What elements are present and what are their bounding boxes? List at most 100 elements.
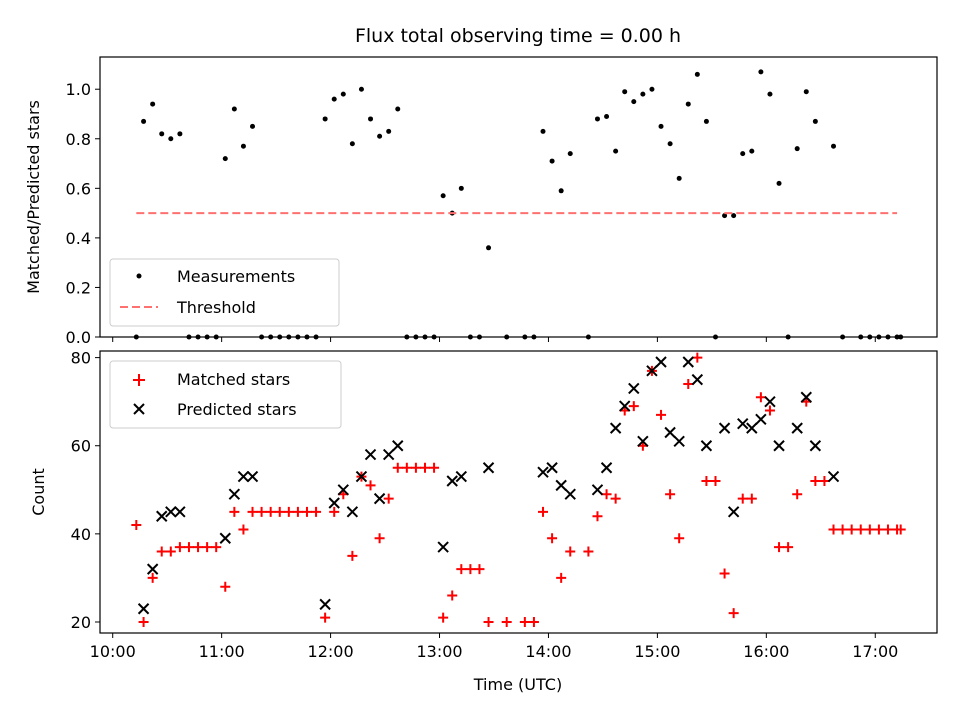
matched-stars-point — [755, 392, 766, 403]
top-y-tick-label: 0.4 — [66, 229, 91, 248]
measurements-point — [540, 128, 546, 134]
predicted-stars-point — [156, 510, 168, 522]
matched-stars-point — [292, 506, 303, 517]
matched-stars-point — [265, 506, 276, 517]
matched-stars-point — [719, 568, 730, 579]
predicted-stars-point — [737, 417, 749, 430]
x-axis-label: Time (UTC) — [473, 675, 562, 694]
measurements-point — [368, 116, 374, 122]
measurements-point — [558, 188, 564, 194]
matched-stars-point — [864, 524, 875, 535]
predicted-stars-point — [655, 356, 667, 368]
predicted-stars-point — [364, 448, 377, 461]
top-y-tick-label: 0.8 — [66, 130, 91, 149]
predicted-stars-point — [137, 603, 150, 615]
bottom-x-tick-label: 16:00 — [743, 642, 789, 661]
matched-stars-point — [846, 524, 857, 535]
top-x-ticks — [112, 337, 876, 342]
measurements-point — [159, 131, 165, 137]
measurements-point — [486, 245, 492, 251]
matched-stars-point — [783, 542, 794, 553]
predicted-stars-point — [355, 470, 368, 483]
matched-stars-point — [810, 475, 821, 486]
predicted-stars-point — [455, 470, 468, 483]
matched-stars-point — [456, 564, 467, 575]
measurements-point — [649, 86, 655, 92]
matched-stars-point — [256, 506, 267, 517]
predicted-stars-point — [228, 488, 241, 500]
bottom-x-tick-label: 11:00 — [199, 642, 245, 661]
matched-stars-point — [383, 493, 394, 504]
matched-stars-point — [728, 608, 739, 619]
predicted-stars-point — [373, 492, 386, 505]
predicted-stars-point — [664, 426, 676, 439]
measurements-point — [803, 89, 809, 95]
chart-title: Flux total observing time = 0.00 h — [355, 25, 681, 47]
matched-stars-point — [392, 462, 403, 473]
measurements-point — [386, 128, 392, 134]
top-y-tick-label: 0.0 — [66, 328, 91, 347]
predicted-stars-point — [609, 422, 622, 434]
bottom-marks — [131, 352, 906, 627]
bottom-x-tick-label: 15:00 — [634, 642, 680, 661]
bottom-legend-box — [109, 360, 342, 429]
measurements-point — [358, 86, 364, 92]
bottom-y-tick-label: 20 — [71, 613, 91, 632]
predicted-stars-point — [591, 484, 604, 496]
measurements-point — [340, 91, 346, 97]
matched-stars-point — [501, 616, 512, 627]
matched-stars-point — [565, 546, 576, 557]
matched-stars-point — [774, 542, 785, 553]
predicted-stars-point — [146, 563, 159, 575]
matched-stars-point — [855, 524, 866, 535]
predicted-stars-point — [482, 462, 495, 474]
measurements-point — [831, 143, 837, 149]
bottom-y-ticks: 20 40 60 80 — [71, 349, 100, 632]
matched-stars-point — [538, 506, 549, 517]
measurements-point — [622, 89, 628, 95]
predicted-stars-point — [764, 395, 776, 408]
predicted-stars-point — [619, 400, 631, 412]
predicted-stars-point — [246, 470, 259, 483]
predicted-stars-point — [446, 475, 458, 487]
bottom-x-tick-label: 13:00 — [416, 642, 462, 661]
matched-stars-point — [419, 462, 430, 473]
measurements-point — [685, 101, 691, 107]
top-y-tick-label: 0.2 — [66, 278, 91, 297]
measurements-point — [767, 91, 773, 97]
predicted-stars-point — [800, 391, 812, 403]
predicted-stars-point — [691, 373, 704, 386]
matched-stars-point — [592, 511, 603, 522]
bottom-x-tick-label: 10:00 — [90, 642, 136, 661]
legend-marker-measurements — [136, 273, 142, 279]
measurements-point — [395, 106, 401, 112]
measurements-point — [458, 185, 464, 191]
predicted-stars-point — [537, 466, 549, 478]
matched-stars-point — [710, 475, 721, 486]
measurements-point — [812, 118, 818, 124]
bottom-x-tick-label: 12:00 — [308, 642, 354, 661]
top-y-axis-label: Matched/Predicted stars — [24, 100, 43, 294]
matched-stars-point — [746, 493, 757, 504]
legend-marker-matched — [133, 374, 145, 386]
predicted-stars-point — [237, 470, 250, 483]
matched-stars-point — [610, 493, 621, 504]
matched-stars-point — [329, 506, 340, 517]
predicted-stars-point — [546, 462, 558, 474]
matched-stars-point — [674, 533, 685, 544]
matched-stars-point — [792, 489, 803, 500]
matched-stars-point — [174, 542, 185, 553]
legend-label-threshold: Threshold — [176, 298, 256, 317]
bottom-y-tick-label: 40 — [71, 525, 91, 544]
predicted-stars-point — [637, 435, 649, 448]
matched-stars-point — [737, 493, 748, 504]
matched-stars-point — [895, 524, 906, 535]
top-legend-box — [109, 258, 340, 327]
matched-stars-point — [165, 546, 176, 557]
matched-stars-point — [601, 489, 612, 500]
top-panel: 0.0 0.2 0.4 0.6 0.8 1.0 Matched/Predicted sta… — [24, 56, 938, 347]
predicted-stars-point — [809, 440, 822, 452]
measurements-point — [549, 158, 555, 164]
matched-stars-point — [347, 550, 358, 561]
